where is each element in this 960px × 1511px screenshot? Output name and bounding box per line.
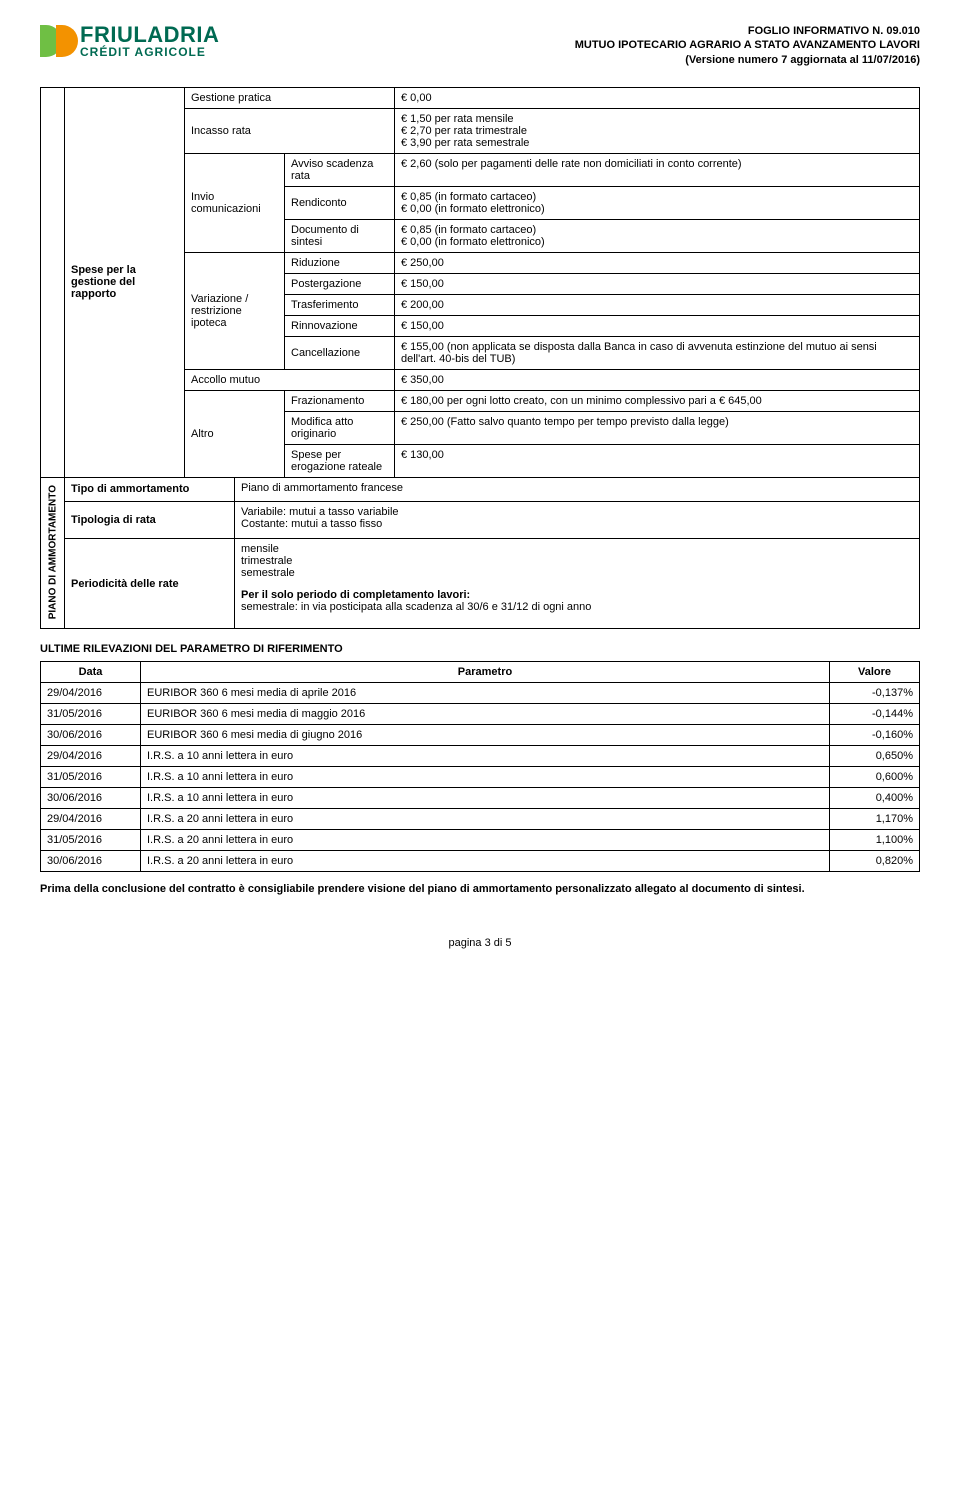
tipologia-rata-label: Tipologia di rata [65, 501, 235, 539]
page-header: FRIULADRIA CRÉDIT AGRICOLE FOGLIO INFORM… [40, 24, 920, 67]
logo-mark-icon [40, 25, 72, 57]
closing-note: Prima della conclusione del contratto è … [40, 882, 920, 897]
erogazione-value: € 130,00 [395, 444, 920, 477]
logo-main-text: FRIULADRIA [80, 24, 219, 46]
documento-value: € 0,85 (in formato cartaceo) € 0,00 (in … [395, 219, 920, 252]
postergazione-label: Postergazione [285, 273, 395, 294]
logo-sub-text: CRÉDIT AGRICOLE [80, 46, 219, 58]
tipologia-rata-value: Variabile: mutui a tasso variabile Costa… [235, 501, 920, 539]
periodicita-label: Periodicità delle rate [65, 539, 235, 629]
rinnovazione-value: € 150,00 [395, 315, 920, 336]
modifica-value: € 250,00 (Fatto salvo quanto tempo per t… [395, 411, 920, 444]
variazione-label: Variazione / restrizione ipoteca [185, 252, 285, 369]
tipo-ammortamento-label: Tipo di ammortamento [65, 477, 235, 501]
cancellazione-label: Cancellazione [285, 336, 395, 369]
riduzione-label: Riduzione [285, 252, 395, 273]
postergazione-value: € 150,00 [395, 273, 920, 294]
cancellazione-value: € 155,00 (non applicata se disposta dall… [395, 336, 920, 369]
incasso-rata-label: Incasso rata [185, 108, 395, 153]
rinnovazione-label: Rinnovazione [285, 315, 395, 336]
altro-label: Altro [185, 390, 285, 477]
doc-version: (Versione numero 7 aggiornata al 11/07/2… [575, 53, 920, 67]
gestione-pratica-value: € 0,00 [395, 87, 920, 108]
col-parametro: Parametro [141, 662, 830, 683]
trasferimento-label: Trasferimento [285, 294, 395, 315]
tipo-ammortamento-value: Piano di ammortamento francese [235, 477, 920, 501]
periodicita-value: mensile trimestrale semestrale Per il so… [235, 539, 920, 629]
rendiconto-value: € 0,85 (in formato cartaceo) € 0,00 (in … [395, 186, 920, 219]
rilevazioni-table: Data Parametro Valore 29/04/2016EURIBOR … [40, 661, 920, 872]
table-row: 30/06/2016I.R.S. a 10 anni lettera in eu… [41, 788, 920, 809]
rilevazioni-title: ULTIME RILEVAZIONI DEL PARAMETRO DI RIFE… [40, 643, 920, 655]
piano-table: PIANO DI AMMORTAMENTO Tipo di ammortamen… [40, 477, 920, 629]
incasso-rata-value: € 1,50 per rata mensile € 2,70 per rata … [395, 108, 920, 153]
modifica-label: Modifica atto originario [285, 411, 395, 444]
table-row: 31/05/2016EURIBOR 360 6 mesi media di ma… [41, 704, 920, 725]
invio-label: Invio comunicazioni [185, 153, 285, 252]
documento-label: Documento di sintesi [285, 219, 395, 252]
riduzione-value: € 250,00 [395, 252, 920, 273]
erogazione-label: Spese per erogazione rateale [285, 444, 395, 477]
table-row: 31/05/2016I.R.S. a 20 anni lettera in eu… [41, 830, 920, 851]
accollo-label: Accollo mutuo [185, 369, 395, 390]
col-valore: Valore [830, 662, 920, 683]
doc-number: FOGLIO INFORMATIVO N. 09.010 [575, 24, 920, 38]
trasferimento-value: € 200,00 [395, 294, 920, 315]
avviso-label: Avviso scadenza rata [285, 153, 395, 186]
table-row: 31/05/2016I.R.S. a 10 anni lettera in eu… [41, 767, 920, 788]
page-footer: pagina 3 di 5 [40, 937, 920, 949]
piano-section-label: PIANO DI AMMORTAMENTO [41, 477, 65, 628]
doc-title: MUTUO IPOTECARIO AGRARIO A STATO AVANZAM… [575, 38, 920, 52]
col-data: Data [41, 662, 141, 683]
frazionamento-value: € 180,00 per ogni lotto creato, con un m… [395, 390, 920, 411]
accollo-value: € 350,00 [395, 369, 920, 390]
table-row: 30/06/2016EURIBOR 360 6 mesi media di gi… [41, 725, 920, 746]
table-row: 29/04/2016I.R.S. a 20 anni lettera in eu… [41, 809, 920, 830]
frazionamento-label: Frazionamento [285, 390, 395, 411]
spese-table: Spese per la gestione del rapporto Gesti… [40, 87, 920, 478]
table-row: 29/04/2016EURIBOR 360 6 mesi media di ap… [41, 683, 920, 704]
logo: FRIULADRIA CRÉDIT AGRICOLE [40, 24, 219, 58]
spese-row-label: Spese per la gestione del rapporto [65, 87, 185, 477]
rendiconto-label: Rendiconto [285, 186, 395, 219]
table-row: 29/04/2016I.R.S. a 10 anni lettera in eu… [41, 746, 920, 767]
gestione-pratica-label: Gestione pratica [185, 87, 395, 108]
table-row: 30/06/2016I.R.S. a 20 anni lettera in eu… [41, 851, 920, 872]
avviso-value: € 2,60 (solo per pagamenti delle rate no… [395, 153, 920, 186]
doc-meta: FOGLIO INFORMATIVO N. 09.010 MUTUO IPOTE… [575, 24, 920, 67]
